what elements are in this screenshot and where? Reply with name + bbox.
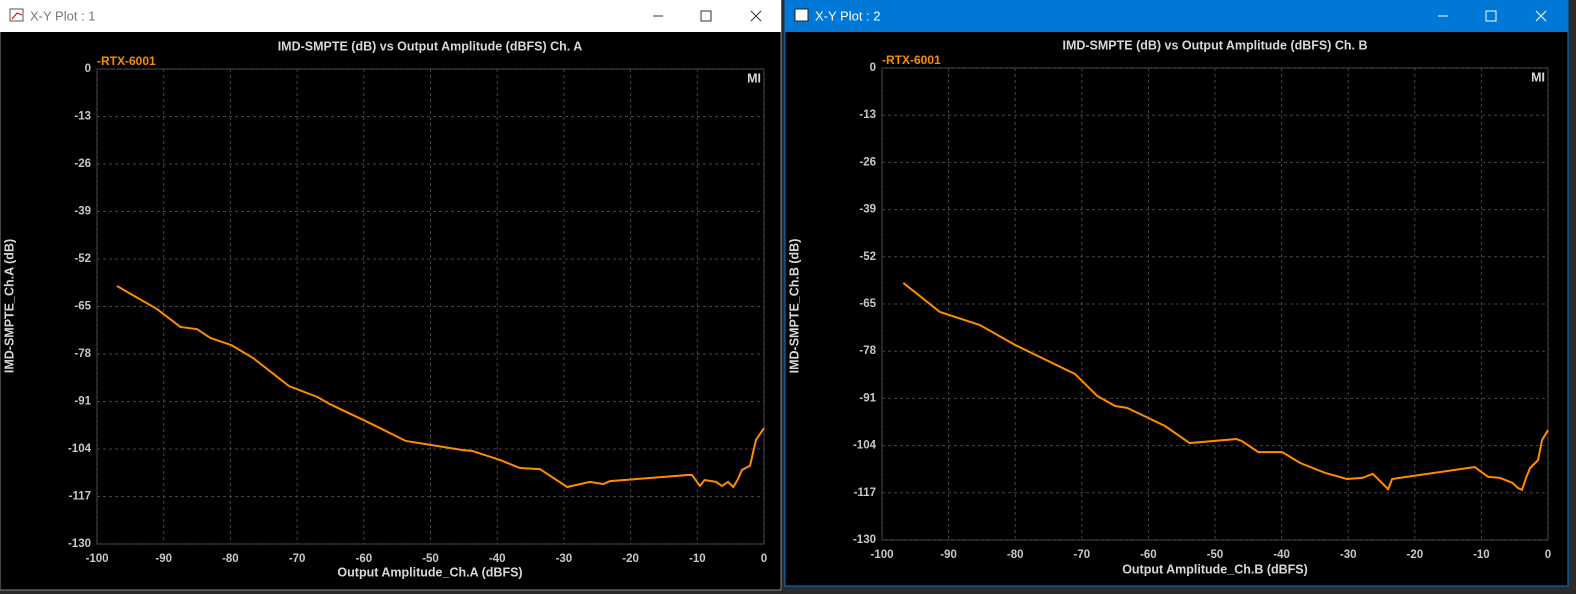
window-icon [794,8,809,22]
y-axis-label: IMD-SMPTE_Ch.B (dB) [787,239,801,374]
data-line [902,282,1549,492]
x-tick-label: 0 [1545,549,1551,561]
y-tick-label: -13 [74,111,91,123]
x-tick-label: -90 [940,549,957,561]
title-bar [0,0,781,32]
y-tick-label: -104 [853,440,877,452]
x-tick-label: -80 [222,553,239,565]
x-tick-label: -60 [1140,549,1157,561]
y-axis-label: IMD-SMPTE_Ch.A (dB) [2,239,16,373]
logo: MI [1531,70,1545,84]
maximize-button[interactable] [700,10,712,22]
window-icon-line [11,12,23,20]
x-tick-label: -30 [1340,549,1357,561]
y-tick-label: 0 [870,62,876,74]
y-tick-label: -91 [74,396,91,408]
x-tick-label: -40 [489,553,506,565]
x-axis-label: Output Amplitude_Ch.B (dBFS) [1122,562,1308,576]
y-tick-label: 0 [85,63,91,75]
y-tick-label: -130 [853,534,876,546]
x-tick-label: -100 [870,549,893,561]
legend-entry: -RTX-6001 [882,53,941,67]
chart-title: IMD-SMPTE (dB) vs Output Amplitude (dBFS… [1062,38,1367,52]
x-tick-label: -10 [1473,549,1490,561]
x-tick-label: -90 [155,553,172,565]
y-tick-label: -91 [859,392,876,404]
x-tick-label: -20 [622,553,639,565]
close-button[interactable] [750,10,762,22]
y-tick-label: -26 [859,156,876,168]
x-tick-label: -100 [85,553,108,565]
y-tick-label: -26 [74,158,91,170]
chart-title: IMD-SMPTE (dB) vs Output Amplitude (dBFS… [278,39,583,53]
x-axis-label: Output Amplitude_Ch.A (dBFS) [337,565,522,579]
x-tick-label: -70 [289,553,306,565]
x-tick-label: -20 [1406,549,1423,561]
y-tick-label: -52 [859,251,876,263]
close-button[interactable] [1535,10,1547,22]
y-tick-label: -78 [74,348,91,360]
y-tick-label: -130 [68,538,91,550]
x-tick-label: -40 [1273,549,1290,561]
window-title: X-Y Plot : 1 [30,8,96,23]
y-tick-label: -52 [74,253,91,265]
x-tick-label: -50 [422,553,439,565]
y-tick-label: -39 [74,206,91,218]
y-tick-label: -104 [68,443,92,455]
x-tick-label: -10 [689,553,706,565]
window-icon [9,8,24,22]
x-tick-label: -60 [355,553,372,565]
y-tick-label: -117 [854,487,876,499]
data-line [116,285,765,489]
y-tick-label: -65 [859,298,876,310]
title-bar [785,0,1568,32]
x-tick-label: -80 [1007,549,1024,561]
y-tick-label: -117 [69,491,91,503]
legend-entry: -RTX-6001 [97,54,156,68]
y-tick-label: -65 [74,301,91,313]
x-tick-label: -30 [556,553,573,565]
y-tick-label: -13 [859,109,876,121]
x-tick-label: 0 [761,553,767,565]
maximize-button[interactable] [1485,10,1497,22]
logo: MI [747,71,761,85]
window-title: X-Y Plot : 2 [815,8,881,23]
y-tick-label: -78 [859,345,876,357]
x-tick-label: -70 [1073,549,1090,561]
x-tick-label: -50 [1207,549,1224,561]
y-tick-label: -39 [859,204,876,216]
